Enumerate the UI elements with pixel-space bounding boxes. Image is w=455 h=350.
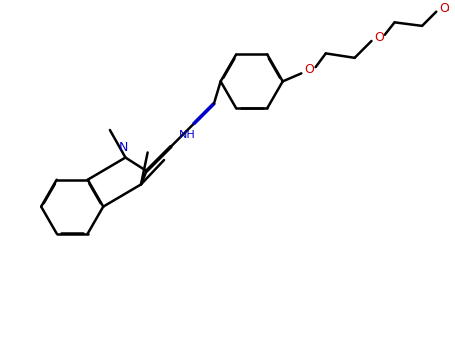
Text: NH: NH — [179, 130, 196, 140]
Text: N: N — [119, 141, 128, 154]
Text: O: O — [374, 31, 384, 44]
Text: O: O — [440, 2, 449, 15]
Text: O: O — [304, 63, 314, 76]
